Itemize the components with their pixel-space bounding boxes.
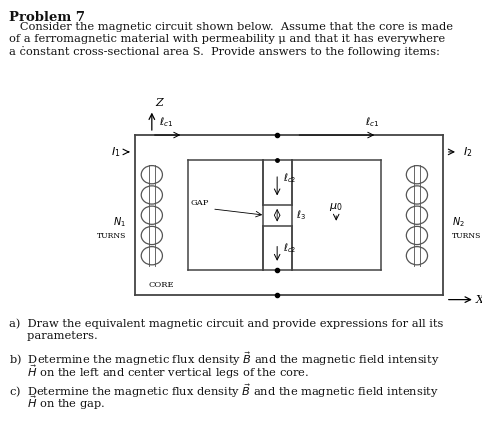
Text: $\ell_{c2}$: $\ell_{c2}$ <box>283 171 296 185</box>
Text: $I_1$: $I_1$ <box>111 145 120 159</box>
Text: parameters.: parameters. <box>9 331 97 341</box>
Text: $\ell_{c1}$: $\ell_{c1}$ <box>159 115 174 129</box>
Text: a ċonstant cross-sectional area S.  Provide answers to the following items:: a ċonstant cross-sectional area S. Prov… <box>9 46 440 57</box>
Text: Consider the magnetic circuit shown below.  Assume that the core is made: Consider the magnetic circuit shown belo… <box>9 22 453 32</box>
Text: $\vec{H}$ on the gap.: $\vec{H}$ on the gap. <box>9 395 105 412</box>
Text: a)  Draw the equivalent magnetic circuit and provide expressions for all its: a) Draw the equivalent magnetic circuit … <box>9 319 443 329</box>
Text: $N_1$: $N_1$ <box>113 215 126 229</box>
Text: Problem 7: Problem 7 <box>9 11 85 24</box>
Text: TURNS: TURNS <box>452 232 482 240</box>
Text: $\mu_0$: $\mu_0$ <box>329 201 343 213</box>
Text: c)  Determine the magnetic flux density $\vec{B}$ and the magnetic field intensi: c) Determine the magnetic flux density $… <box>9 382 438 400</box>
Text: TURNS: TURNS <box>97 232 126 240</box>
Text: $\ell_{c2}$: $\ell_{c2}$ <box>283 241 296 255</box>
Text: $\ell_{c1}$: $\ell_{c1}$ <box>365 115 379 129</box>
Text: GAP: GAP <box>191 199 209 206</box>
Text: b)  Determine the magnetic flux density $\vec{B}$ and the magnetic field intensi: b) Determine the magnetic flux density $… <box>9 350 439 368</box>
Text: CORE: CORE <box>148 281 174 289</box>
Text: $I_2$: $I_2$ <box>463 145 472 159</box>
Text: Z: Z <box>156 97 163 108</box>
Text: $\ell_3$: $\ell_3$ <box>296 208 307 222</box>
Text: of a ferromagnetic material with permeability μ and that it has everywhere: of a ferromagnetic material with permeab… <box>9 34 445 44</box>
Text: $N_2$: $N_2$ <box>452 215 465 229</box>
Text: X: X <box>476 295 482 305</box>
Text: $\vec{H}$ on the left and center vertical legs of the core.: $\vec{H}$ on the left and center vertica… <box>9 363 309 381</box>
